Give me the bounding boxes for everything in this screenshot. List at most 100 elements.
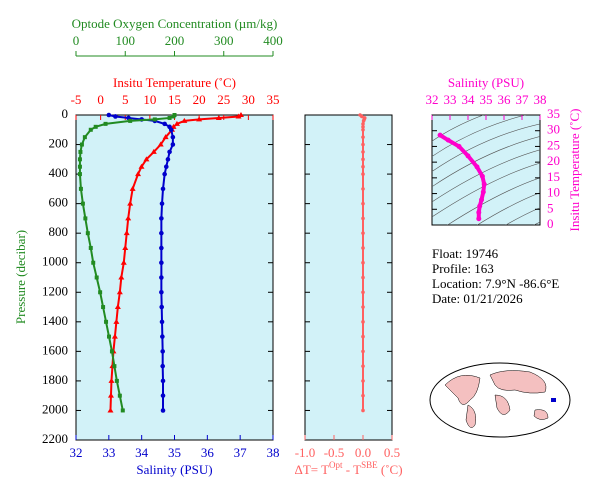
y-tick-label: 2200 bbox=[42, 431, 68, 446]
marker bbox=[361, 122, 365, 126]
info-text: Profile: 163 bbox=[432, 261, 494, 276]
y-tick-label: 1200 bbox=[42, 283, 68, 298]
marker bbox=[160, 349, 165, 354]
plot-area bbox=[304, 114, 393, 441]
marker bbox=[159, 216, 164, 221]
x-tick-label: 200 bbox=[165, 33, 185, 48]
marker bbox=[361, 127, 365, 132]
plot-area bbox=[431, 114, 541, 226]
marker bbox=[114, 304, 121, 310]
marker bbox=[113, 318, 120, 324]
y-tick-label: 5 bbox=[547, 200, 554, 215]
marker bbox=[116, 289, 123, 295]
marker bbox=[168, 127, 174, 133]
marker bbox=[162, 134, 169, 140]
marker bbox=[167, 115, 172, 120]
marker bbox=[361, 290, 365, 295]
marker bbox=[480, 189, 486, 195]
marker bbox=[474, 164, 480, 170]
marker bbox=[118, 274, 125, 280]
x-tick-label: 5 bbox=[122, 92, 129, 107]
marker bbox=[159, 275, 164, 280]
marker bbox=[120, 408, 125, 413]
marker bbox=[160, 378, 166, 384]
x-axis-title: ΔT= TOpt - TSBE (˚C) bbox=[294, 460, 402, 477]
marker bbox=[106, 112, 112, 118]
marker bbox=[170, 134, 176, 140]
y-tick-label: 25 bbox=[547, 137, 560, 152]
marker bbox=[125, 215, 132, 221]
marker bbox=[85, 231, 90, 236]
y-tick-label: 200 bbox=[49, 136, 69, 151]
y-tick-label: 1000 bbox=[42, 254, 68, 269]
marker bbox=[361, 305, 365, 309]
x-tick-label: 0 bbox=[97, 92, 104, 107]
x-tick-label: -0.5 bbox=[324, 445, 345, 460]
marker bbox=[361, 320, 365, 324]
marker bbox=[159, 304, 164, 310]
marker bbox=[235, 113, 242, 119]
x-tick-label: 300 bbox=[214, 33, 234, 48]
marker bbox=[98, 290, 103, 295]
y-tick-label: 1400 bbox=[42, 313, 68, 328]
marker bbox=[101, 305, 106, 310]
y-tick-label: 2000 bbox=[42, 401, 68, 416]
marker bbox=[111, 333, 118, 339]
marker bbox=[82, 135, 87, 140]
x-axis-title-part: (˚C) bbox=[378, 462, 403, 477]
info-text: Date: 01/21/2026 bbox=[432, 291, 523, 306]
marker bbox=[129, 185, 136, 191]
x-tick-label: 35 bbox=[480, 92, 493, 107]
marker bbox=[117, 393, 122, 398]
marker bbox=[160, 393, 166, 398]
info-text: Location: 7.9°N -86.6°E bbox=[432, 276, 559, 291]
marker bbox=[159, 245, 164, 251]
marker bbox=[476, 209, 482, 215]
x-tick-label: 34 bbox=[135, 445, 149, 460]
y-tick-label: 20 bbox=[547, 153, 560, 168]
x-tick-label: 15 bbox=[168, 92, 181, 107]
x-axis-title-part: SBE bbox=[361, 460, 378, 470]
marker bbox=[88, 245, 93, 250]
x-axis-title-part: ΔT= T bbox=[294, 462, 329, 477]
marker bbox=[127, 200, 134, 206]
marker bbox=[106, 334, 111, 339]
marker bbox=[361, 119, 366, 123]
world-map bbox=[429, 362, 571, 438]
marker bbox=[135, 171, 142, 177]
marker bbox=[360, 114, 364, 119]
marker bbox=[361, 408, 365, 413]
marker bbox=[159, 201, 165, 206]
marker bbox=[157, 141, 164, 147]
y-tick-label: 0 bbox=[62, 106, 69, 121]
marker bbox=[159, 319, 165, 325]
x-tick-label: 35 bbox=[168, 445, 181, 460]
marker bbox=[109, 349, 114, 354]
x-tick-label: 33 bbox=[102, 445, 115, 460]
series bbox=[77, 113, 177, 413]
marker bbox=[152, 117, 157, 122]
marker bbox=[160, 334, 165, 339]
marker bbox=[112, 364, 117, 369]
marker bbox=[361, 187, 365, 191]
x-tick-label: 32 bbox=[426, 92, 439, 107]
marker bbox=[361, 172, 365, 176]
marker bbox=[361, 334, 365, 339]
x-tick-label: 0.0 bbox=[355, 445, 371, 460]
marker bbox=[138, 163, 145, 169]
marker bbox=[162, 171, 167, 177]
marker bbox=[481, 181, 487, 187]
x-tick-label: 38 bbox=[267, 445, 280, 460]
marker bbox=[160, 363, 165, 369]
marker bbox=[361, 349, 365, 354]
marker bbox=[477, 203, 483, 209]
x-tick-label: 37 bbox=[234, 445, 248, 460]
plot-area bbox=[75, 114, 274, 441]
series bbox=[107, 112, 244, 413]
marker bbox=[456, 143, 462, 149]
y-tick-label: 800 bbox=[49, 224, 69, 239]
marker bbox=[128, 118, 133, 123]
marker bbox=[83, 216, 88, 221]
x-tick-label: 0.5 bbox=[384, 445, 400, 460]
marker bbox=[361, 164, 365, 169]
